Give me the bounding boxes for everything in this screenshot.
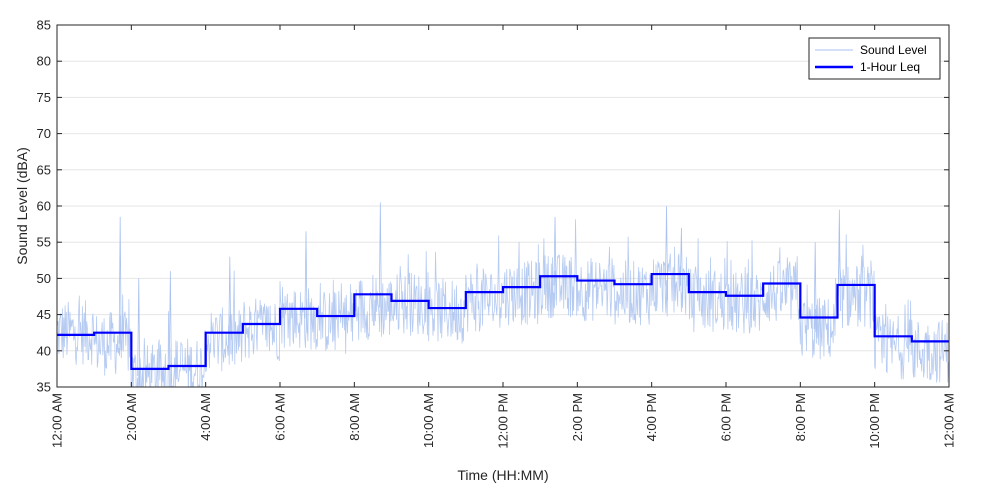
y-axis-label: Sound Level (dBA) xyxy=(14,147,30,265)
y-tick-label: 60 xyxy=(37,199,51,214)
x-tick-label: 12:00 PM xyxy=(496,393,511,449)
x-axis-ticks: 12:00 AM 2:00 AM 4:00 AM 6:00 AM 8:00 AM 10:0… xyxy=(50,25,957,449)
x-tick-label: 8:00 PM xyxy=(793,393,808,441)
legend: Sound Level 1-Hour Leq xyxy=(808,37,941,80)
sound-level-spike xyxy=(813,242,817,344)
x-tick-label: 2:00 PM xyxy=(570,393,585,441)
y-axis-ticks: 35 40 45 50 55 60 65 70 75 80 85 xyxy=(37,18,949,395)
sound-level-line xyxy=(57,219,949,387)
y-tick-label: 70 xyxy=(37,126,51,141)
y-tick-label: 35 xyxy=(37,380,51,395)
sound-level-spike xyxy=(378,202,382,322)
sound-level-spike xyxy=(679,227,683,301)
sound-level-spike xyxy=(228,256,232,355)
y-tick-label: 40 xyxy=(37,343,51,358)
sound-level-spike xyxy=(837,209,841,311)
x-tick-label: 12:00 AM xyxy=(50,393,65,448)
y-tick-label: 65 xyxy=(37,162,51,177)
sound-level-spike xyxy=(168,271,172,384)
x-tick-label: 10:00 AM xyxy=(421,393,436,448)
x-tick-label: 4:00 AM xyxy=(198,393,213,441)
x-tick-label: 10:00 PM xyxy=(867,393,882,449)
x-tick-label: 12:00 AM xyxy=(942,393,957,448)
x-tick-label: 4:00 PM xyxy=(644,393,659,441)
y-tick-label: 50 xyxy=(37,271,51,286)
y-tick-label: 45 xyxy=(37,307,51,322)
x-tick-label: 6:00 PM xyxy=(719,393,734,441)
legend-box xyxy=(808,37,941,80)
legend-entry-sound-level: Sound Level xyxy=(860,43,927,57)
legend-entry-leq: 1-Hour Leq xyxy=(860,60,920,74)
y-tick-label: 55 xyxy=(37,235,51,250)
sound-level-spike xyxy=(304,231,308,333)
sound-level-series xyxy=(57,202,949,387)
leq-series xyxy=(57,272,949,370)
x-tick-label: 2:00 AM xyxy=(124,393,139,441)
x-tick-label: 8:00 AM xyxy=(347,393,362,441)
sound-level-spike xyxy=(665,205,669,301)
x-axis-label: Time (HH:MM) xyxy=(457,467,548,483)
x-tick-label: 6:00 AM xyxy=(273,393,288,441)
leq-step-line xyxy=(57,272,949,370)
y-tick-label: 75 xyxy=(37,90,51,105)
y-tick-label: 85 xyxy=(37,18,51,33)
sound-level-spike xyxy=(118,216,122,359)
sound-level-spike xyxy=(553,216,557,301)
y-tick-label: 80 xyxy=(37,54,51,69)
sound-level-spike xyxy=(137,278,141,387)
